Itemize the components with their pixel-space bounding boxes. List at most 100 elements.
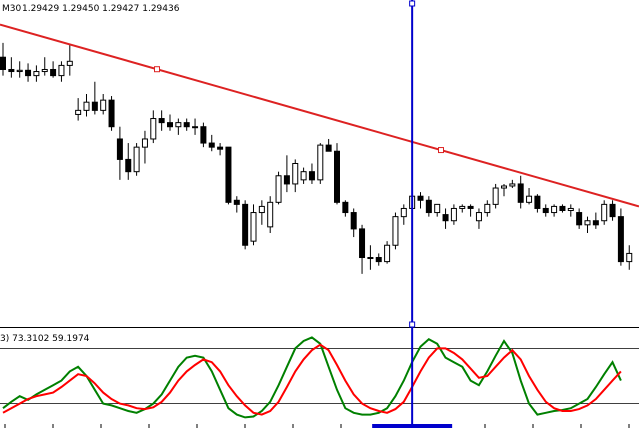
candle-body-up	[16, 69, 23, 73]
candle-body-down	[467, 205, 474, 209]
candle-body-up	[434, 203, 441, 214]
candle	[325, 138, 332, 152]
candle	[167, 114, 173, 131]
candle-body-up	[526, 195, 533, 203]
candle	[467, 204, 474, 217]
candle	[200, 122, 207, 148]
candle-body-up	[300, 171, 307, 181]
candle	[267, 196, 274, 233]
candle-body-down	[91, 101, 98, 111]
candle-body-up	[141, 138, 148, 148]
price-chart-panel[interactable]: M30 1.29429 1.29450 1.29427 1.29436	[0, 4, 639, 274]
candle	[617, 208, 624, 266]
candle	[292, 159, 299, 193]
candlestick-series	[0, 42, 633, 274]
candle	[492, 183, 499, 209]
candle	[559, 204, 566, 213]
candle	[258, 200, 265, 225]
candle-body-down	[8, 68, 15, 73]
candle-body-down	[342, 201, 349, 214]
candle	[58, 61, 65, 82]
candle-body-down	[0, 56, 6, 70]
candle	[400, 204, 407, 225]
stochastic-main-line	[2, 336, 622, 419]
candle-body-down	[200, 126, 207, 144]
candle	[367, 245, 374, 270]
candle	[133, 143, 140, 176]
candle	[192, 118, 199, 135]
candle	[91, 81, 98, 115]
candle-body-down	[217, 146, 224, 150]
candle	[609, 200, 616, 221]
candle-body-down	[116, 138, 123, 160]
trendline[interactable]	[0, 23, 639, 208]
candle	[359, 224, 366, 274]
candle-body-down	[242, 203, 249, 246]
candle	[108, 96, 115, 131]
candle-body-up	[83, 101, 90, 111]
candle	[501, 183, 507, 197]
candle-body-up	[484, 203, 491, 214]
candle-body-up	[250, 212, 257, 242]
candle	[342, 200, 349, 217]
candle	[233, 196, 240, 213]
candle	[542, 204, 549, 217]
candle-body-up	[150, 118, 157, 140]
candle-body-up	[258, 205, 265, 214]
candle-body-up	[601, 203, 608, 222]
candle-body-down	[334, 150, 340, 203]
candle	[475, 208, 482, 229]
candle	[242, 200, 249, 250]
candle	[592, 212, 599, 229]
candle	[509, 179, 516, 189]
candle-body-up	[192, 126, 199, 129]
candle-body-down	[158, 118, 165, 124]
candle	[217, 143, 224, 156]
candle-body-down	[517, 183, 524, 203]
candle	[33, 65, 40, 82]
candle	[250, 204, 257, 246]
candle	[83, 94, 90, 117]
candle-body-down	[108, 99, 115, 128]
candle-body-down	[534, 195, 541, 209]
candle	[183, 118, 190, 131]
candle-body-up	[267, 201, 274, 228]
candle-body-down	[592, 220, 599, 226]
vertical-line-handle-icon[interactable]	[409, 0, 416, 7]
indicator-header: 3) 73.3102 59.1974	[0, 334, 90, 344]
candle-body-down	[442, 214, 449, 222]
vertical-line-axis-marker	[372, 424, 453, 428]
candle	[0, 42, 6, 76]
candle-body-down	[350, 212, 357, 230]
candle	[334, 143, 340, 205]
candle	[116, 126, 123, 180]
candle	[8, 57, 15, 78]
vertical-line-handle-icon[interactable]	[409, 321, 416, 328]
candle	[300, 167, 307, 184]
candle-body-up	[475, 212, 482, 222]
candle-body-up	[75, 109, 82, 115]
candle-body-up	[100, 99, 107, 111]
stochastic-signal-line	[2, 343, 622, 416]
candle	[626, 245, 633, 270]
candle-body-up	[41, 68, 48, 73]
trendline-handle-icon[interactable]	[438, 147, 444, 154]
candle-body-up	[58, 64, 65, 77]
candle-body-up	[509, 183, 516, 187]
candle	[567, 204, 574, 217]
candle-body-down	[425, 199, 432, 214]
candle-body-down	[167, 122, 173, 128]
candle-body-down	[617, 216, 624, 263]
stochastic-panel[interactable]: 3) 73.3102 59.1974	[0, 334, 639, 428]
candle-body-down	[375, 257, 382, 263]
candle-body-up	[33, 71, 40, 77]
candle-body-up	[450, 207, 457, 222]
trendline-handle-icon[interactable]	[154, 66, 160, 73]
candle-body-up	[551, 205, 558, 214]
candle	[100, 94, 107, 115]
candle	[450, 204, 457, 225]
candle-body-up	[400, 207, 407, 218]
candle	[484, 200, 491, 217]
candle	[442, 208, 449, 229]
